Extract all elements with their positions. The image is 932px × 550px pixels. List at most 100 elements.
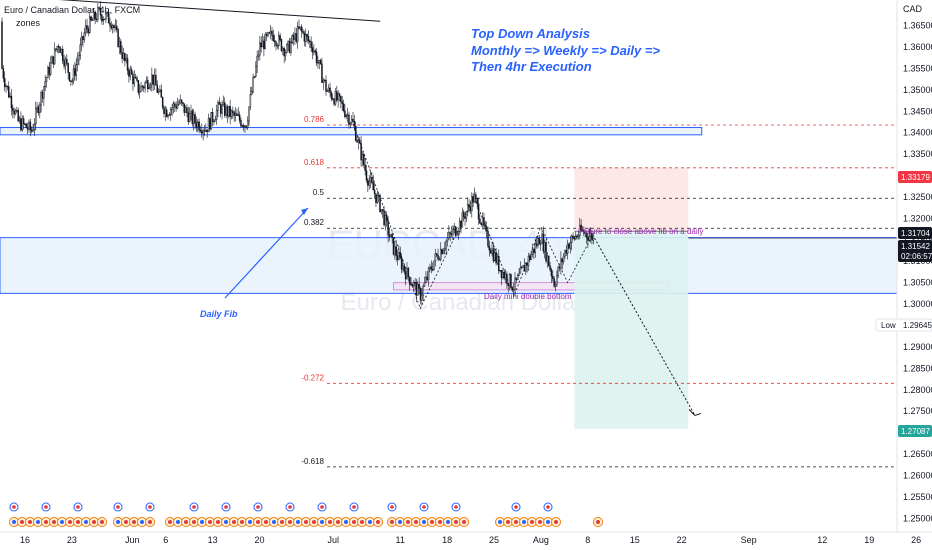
candle [399,246,401,260]
economic-event-icon[interactable] [349,502,359,527]
candle [321,57,323,83]
candle [126,54,129,75]
candle-body [492,248,495,261]
candle [381,209,384,218]
candle-body [153,75,156,85]
time-tick-label: 22 [677,535,687,545]
economic-event-icon[interactable] [325,517,335,527]
candle [291,34,293,45]
candle-body [329,87,331,93]
economic-event-icon[interactable] [341,517,351,527]
economic-event-icon[interactable] [189,502,199,527]
candle-body [454,226,457,236]
candle-body [464,216,466,219]
candle [562,253,565,265]
indicator-label[interactable]: zones [16,18,41,28]
economic-event-icon[interactable] [165,517,175,527]
economic-event-icon[interactable] [427,517,437,527]
event-flag-dot-upper [320,505,324,509]
projection-arrow[interactable] [594,237,696,416]
resistance-trendline[interactable] [22,0,381,22]
candle [105,10,107,24]
short-position-box[interactable] [574,167,897,429]
economic-event-icon[interactable] [301,517,311,527]
economic-event-icon[interactable] [451,502,461,527]
economic-event-icon[interactable] [213,517,223,527]
analysis-title-line-2[interactable]: Monthly => Weekly => Daily => [471,43,660,58]
economic-event-icon[interactable] [293,517,303,527]
economic-event-icon[interactable] [459,517,469,527]
economic-event-icon[interactable] [277,517,287,527]
candle-body [8,86,10,98]
economic-events-row[interactable] [9,502,603,527]
event-flag-dot-upper [76,505,80,509]
analysis-title-line-1[interactable]: Top Down Analysis [471,26,590,41]
economic-event-icon[interactable] [41,502,51,527]
double-bottom-note[interactable]: Daily mini double bottom [484,292,572,301]
candle [226,104,229,124]
failure-note[interactable]: Failure to close above fib on a daily [578,227,703,236]
candle-body [66,58,68,64]
time-axis[interactable]: 16 23 Jun 6 13 20 Jul 11 18 25 Aug 8 15 22 Sep 12 19 26 [20,535,921,545]
economic-event-icon[interactable] [511,502,521,527]
event-flag-dot [12,520,16,524]
currency-label: CAD [903,4,923,14]
economic-event-icon[interactable] [65,517,75,527]
economic-event-icon[interactable] [9,502,19,527]
target-level-pill[interactable]: 1.27087 [898,425,932,437]
candle-body [191,110,194,124]
economic-event-icon[interactable] [73,502,83,527]
economic-event-icon[interactable] [221,502,231,527]
economic-event-icon[interactable] [145,502,155,527]
candle-body [375,193,377,203]
economic-event-icon[interactable] [309,517,319,527]
candle [367,178,369,192]
economic-event-icon[interactable] [229,517,239,527]
candle [238,111,241,124]
economic-event-icon[interactable] [357,517,367,527]
economic-event-icon[interactable] [551,517,561,527]
candle [400,253,403,274]
symbol-title[interactable]: Euro / Canadian Dollar, 4h, FXCM [4,5,140,15]
candle-body [156,84,158,93]
low-tag[interactable]: Low 1.29645 [875,318,932,332]
high-marker-pill[interactable]: 1.31704 [898,227,932,239]
candle-body [305,34,307,42]
candle-body [21,118,23,131]
candle-body [392,237,395,255]
economic-event-icon[interactable] [17,517,27,527]
economic-event-icon[interactable] [373,517,383,527]
economic-event-icon[interactable] [113,502,123,527]
economic-event-icon[interactable] [527,517,537,527]
candle-body [260,42,262,48]
candle-body [546,255,549,262]
economic-event-icon[interactable] [97,517,107,527]
fibonacci-levels[interactable]: 0.786 0.618 0.5 0.382 -0.272 -0.618 [301,115,897,468]
event-flag-dot [256,520,260,524]
daily-fib-label[interactable]: Daily Fib [200,309,238,319]
candle [78,51,80,66]
current-price-pill[interactable]: 1.31542 02:06:57 [898,240,932,262]
candle [284,49,287,62]
candle-body [533,248,535,253]
economic-event-icon[interactable] [593,517,603,527]
analysis-title-line-3[interactable]: Then 4hr Execution [471,59,592,74]
economic-event-icon[interactable] [269,517,279,527]
trend-drawings[interactable] [22,0,702,416]
daily-fib-arrow[interactable] [224,207,309,299]
candle-body [413,282,415,287]
economic-event-icon[interactable] [317,502,327,527]
candle-body [219,104,222,114]
swing-path[interactable] [352,123,595,310]
economic-event-icon[interactable] [129,517,139,527]
economic-event-icon[interactable] [25,517,35,527]
economic-event-icon[interactable] [419,502,429,527]
candle [375,193,377,208]
stop-level-pill[interactable]: 1.33179 [898,171,932,183]
candle-body [33,123,36,130]
economic-event-icon[interactable] [181,517,191,527]
economic-event-icon[interactable] [435,517,445,527]
candle [317,55,319,69]
candle [318,59,320,70]
